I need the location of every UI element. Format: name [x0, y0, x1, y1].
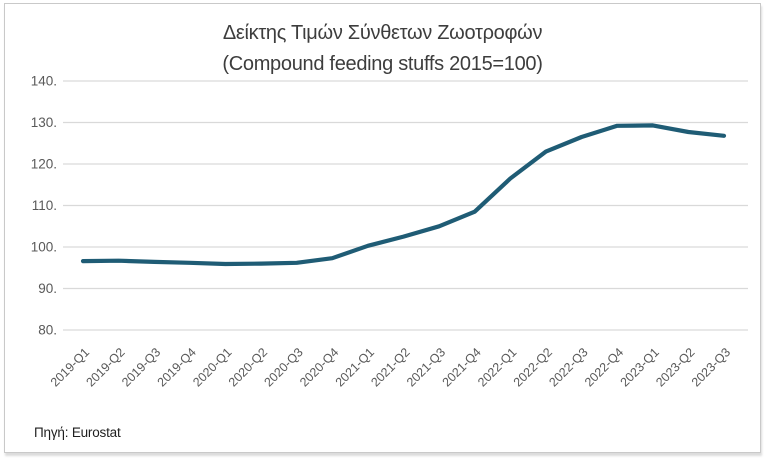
y-tick-label: 130.	[31, 115, 57, 130]
y-tick-label: 110.	[32, 198, 57, 213]
source-note: Πηγή: Eurostat	[34, 425, 121, 440]
chart-frame: Δείκτης Τιμών Σύνθετων Ζωοτροφών (Compou…	[4, 3, 761, 453]
chart-title: Δείκτης Τιμών Σύνθετων Ζωοτροφών	[222, 22, 543, 44]
x-tick-label: 2023-Q3	[689, 345, 733, 389]
chart-subtitle: (Compound feeding stuffs 2015=100)	[222, 53, 543, 75]
line-chart-canvas: 140.130.120.110.100.90.80.2019-Q12019-Q2…	[31, 74, 748, 390]
y-tick-label: 90.	[38, 281, 57, 296]
data-series-line	[80, 123, 727, 267]
y-tick-label: 120.	[31, 157, 57, 172]
y-tick-label: 80.	[38, 323, 57, 338]
y-tick-label: 100.	[31, 240, 57, 255]
y-tick-label: 140.	[31, 74, 57, 89]
